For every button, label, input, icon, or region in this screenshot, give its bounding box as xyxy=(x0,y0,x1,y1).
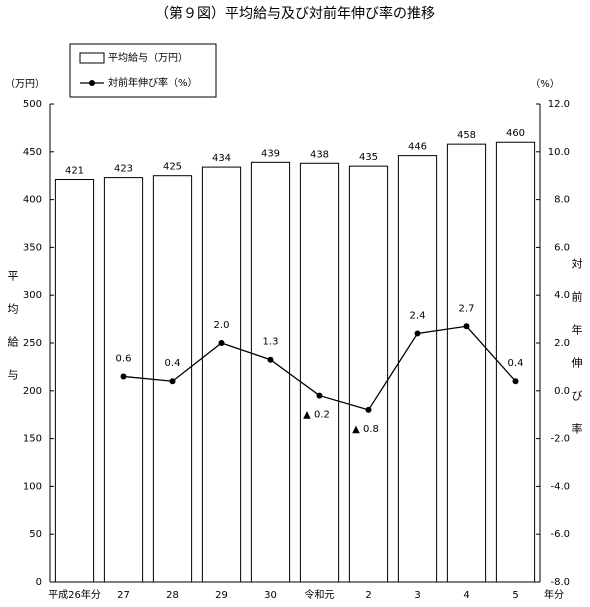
x-tick-label: 2 xyxy=(365,590,371,601)
y2-tick-label: 12.0 xyxy=(548,99,570,110)
y-tick-label: 0 xyxy=(36,577,42,588)
bar-value-label: 458 xyxy=(457,130,476,141)
bar-value-label: 423 xyxy=(114,164,133,175)
y2-axis-label: 対前年伸び率 xyxy=(570,257,583,456)
x-tick-label: 4 xyxy=(463,590,469,601)
line-marker xyxy=(316,392,323,399)
y2-unit: （%） xyxy=(530,78,560,90)
line-marker xyxy=(120,373,127,380)
line-value-label: 0.4 xyxy=(508,358,524,369)
line-marker xyxy=(463,323,470,330)
y2-tick-label: 0.0 xyxy=(554,386,570,397)
bar xyxy=(299,162,340,583)
line-marker xyxy=(267,356,274,363)
y2-tick-label: -2.0 xyxy=(550,434,570,445)
bar-value-label: 434 xyxy=(212,153,231,164)
bar xyxy=(495,141,536,583)
legend-label: 対前年伸び率（%） xyxy=(108,76,198,89)
y2-tick-label: 6.0 xyxy=(554,242,570,253)
x-unit: 年分 xyxy=(544,588,564,601)
x-tick-label: 令和元 xyxy=(305,588,335,601)
bar xyxy=(348,165,389,583)
line-marker xyxy=(365,406,372,413)
x-tick-label: 3 xyxy=(414,590,420,601)
legend-swatch xyxy=(79,52,105,64)
y2-tick-label: -6.0 xyxy=(550,529,570,540)
line-value-label: 0.6 xyxy=(116,353,132,364)
bar xyxy=(201,166,242,583)
line-value-label: 2.4 xyxy=(410,310,426,321)
y2-tick-label: 2.0 xyxy=(554,338,570,349)
bar xyxy=(397,155,438,583)
x-tick-label: 29 xyxy=(215,590,228,601)
x-tick-label: 5 xyxy=(512,590,518,601)
y-tick-label: 350 xyxy=(23,242,42,253)
line-marker xyxy=(414,330,421,337)
bar-value-label: 446 xyxy=(408,142,427,153)
chart-title: （第９図）平均給与及び対前年伸び率の推移 xyxy=(155,5,435,22)
y2-tick-label: -8.0 xyxy=(550,577,570,588)
y-axis-label: 平均給与 xyxy=(6,270,19,402)
line-marker xyxy=(218,340,225,346)
bar-value-label: 439 xyxy=(261,148,280,159)
bar-value-label: 425 xyxy=(163,162,182,173)
y-tick-label: 150 xyxy=(23,434,42,445)
y-tick-label: 500 xyxy=(23,99,42,110)
y-tick-label: 300 xyxy=(23,290,42,301)
line-marker xyxy=(169,378,176,385)
bar xyxy=(103,177,144,583)
bar-value-label: 438 xyxy=(310,149,329,160)
y-unit: （万円） xyxy=(5,78,45,90)
x-tick-label: 平成26年分 xyxy=(48,588,101,601)
line-value-label: 2.0 xyxy=(214,320,230,331)
legend-label: 平均給与（万円） xyxy=(108,51,188,64)
y2-tick-label: -4.0 xyxy=(550,481,570,492)
bar-value-label: 421 xyxy=(65,166,84,177)
line-value-label: ▲ 0.8 xyxy=(352,424,379,435)
y-tick-label: 250 xyxy=(23,338,42,349)
x-tick-label: 28 xyxy=(166,590,179,601)
y2-tick-label: 4.0 xyxy=(554,290,570,301)
x-tick-label: 30 xyxy=(264,590,277,601)
bar xyxy=(54,179,95,583)
line-value-label: 1.3 xyxy=(263,337,279,348)
y-tick-label: 400 xyxy=(23,195,42,206)
y-tick-label: 100 xyxy=(23,481,42,492)
line-value-label: ▲ 0.2 xyxy=(303,410,330,421)
bar-value-label: 460 xyxy=(506,128,525,139)
y2-tick-label: 10.0 xyxy=(548,147,570,158)
legend-swatch xyxy=(89,80,95,86)
y2-tick-label: 8.0 xyxy=(554,195,570,206)
line-marker xyxy=(512,378,519,385)
bar xyxy=(250,161,291,583)
line-value-label: 0.4 xyxy=(165,358,181,369)
y-tick-label: 200 xyxy=(23,386,42,397)
bar xyxy=(446,143,487,583)
legend-box xyxy=(69,43,217,98)
x-tick-label: 27 xyxy=(117,590,130,601)
y-tick-label: 450 xyxy=(23,147,42,158)
bar-value-label: 435 xyxy=(359,152,378,163)
y-tick-label: 50 xyxy=(29,529,42,540)
line-value-label: 2.7 xyxy=(459,303,475,314)
